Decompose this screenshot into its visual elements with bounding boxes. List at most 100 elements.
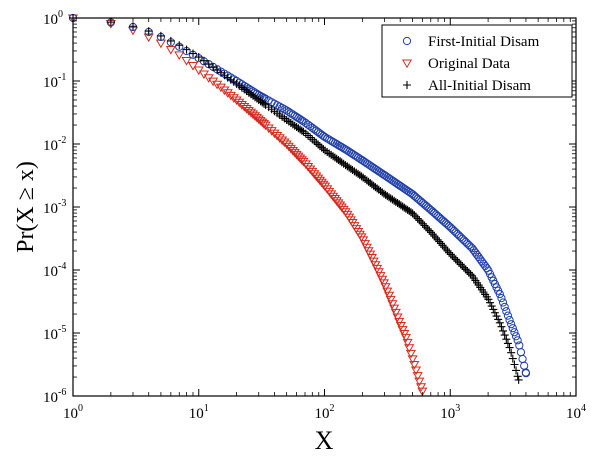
point-first-initial-disam — [284, 107, 293, 117]
point-all-initial-disam — [489, 305, 498, 314]
point-all-initial-disam — [194, 53, 203, 62]
legend: First-Initial Disam Original Data All-Init… — [381, 24, 573, 98]
point-original-data — [389, 304, 400, 314]
data-marks-layer — [67, 13, 531, 397]
point-original-data — [390, 308, 401, 318]
point-first-initial-disam — [513, 336, 522, 345]
point-all-initial-disam — [443, 246, 452, 255]
point-all-initial-disam — [513, 372, 522, 381]
point-all-initial-disam — [512, 366, 521, 375]
point-all-initial-disam — [312, 138, 321, 147]
point-original-data — [417, 387, 428, 397]
point-original-data — [302, 163, 314, 172]
point-all-initial-disam — [175, 41, 184, 50]
point-first-initial-disam — [518, 354, 527, 364]
point-original-data — [255, 117, 266, 126]
y-tick-label: 10-6 — [43, 387, 66, 406]
x-tick-label: 101 — [189, 403, 209, 422]
point-all-initial-disam — [308, 135, 317, 144]
point-all-initial-disam — [464, 268, 473, 277]
point-all-initial-disam — [430, 232, 439, 241]
x-tick-label: 100 — [63, 403, 83, 422]
y-tick-label: 10-3 — [43, 198, 66, 217]
point-first-initial-disam — [521, 369, 531, 378]
point-original-data — [412, 372, 423, 381]
point-all-initial-disam — [510, 360, 519, 369]
y-tick-label: 10-2 — [43, 135, 66, 154]
point-first-initial-disam — [502, 307, 511, 316]
point-original-data — [392, 313, 403, 323]
y-tick-label: 10-5 — [43, 324, 66, 343]
point-all-initial-disam — [188, 49, 197, 58]
point-all-initial-disam — [323, 148, 332, 156]
point-original-data — [260, 121, 271, 131]
point-first-initial-disam — [510, 328, 519, 337]
point-all-initial-disam — [411, 212, 420, 221]
tick-labels-layer: 100 101 102 103 104 10-6 10-5 10-4 10-3 10-2 10-1 1… — [43, 9, 586, 422]
x-tick-label: 102 — [315, 403, 335, 422]
point-original-data — [404, 344, 415, 353]
point-original-data — [400, 333, 411, 343]
series-all-initial-disam — [69, 14, 523, 384]
point-all-initial-disam — [451, 255, 460, 264]
legend-label-original-data: Original Data — [428, 56, 510, 72]
point-original-data — [395, 321, 406, 331]
legend-box — [381, 24, 573, 98]
point-first-initial-disam — [323, 134, 332, 143]
point-all-initial-disam — [497, 322, 506, 331]
point-original-data — [234, 98, 245, 108]
point-first-initial-disam — [515, 341, 524, 350]
point-all-initial-disam — [445, 248, 454, 257]
point-original-data — [409, 361, 420, 370]
point-first-initial-disam — [495, 289, 504, 299]
series-original-data — [67, 14, 428, 397]
point-all-initial-disam — [461, 265, 470, 274]
point-original-data — [405, 349, 417, 359]
point-all-initial-disam — [446, 250, 455, 259]
point-all-initial-disam — [420, 221, 429, 230]
point-all-initial-disam — [306, 133, 315, 142]
point-first-initial-disam — [280, 105, 289, 114]
point-original-data — [225, 91, 236, 101]
point-all-initial-disam — [492, 312, 501, 321]
point-first-initial-disam — [505, 315, 514, 325]
point-original-data — [181, 57, 192, 66]
point-original-data — [307, 167, 318, 177]
point-all-initial-disam — [428, 230, 437, 239]
legend-marker-first-initial-disam — [402, 36, 412, 46]
x-axis-label: X — [315, 426, 334, 455]
point-all-initial-disam — [441, 245, 450, 254]
point-original-data — [215, 83, 226, 93]
point-original-data — [296, 156, 307, 165]
point-all-initial-disam — [284, 117, 293, 126]
point-first-initial-disam — [500, 302, 509, 311]
point-original-data — [212, 80, 223, 90]
point-original-data — [283, 142, 294, 152]
legend-label-first-initial-disam: First-Initial Disam — [428, 34, 540, 50]
point-all-initial-disam — [453, 257, 462, 266]
point-all-initial-disam — [486, 298, 495, 307]
point-original-data — [385, 295, 396, 305]
point-first-initial-disam — [508, 324, 517, 333]
point-original-data — [410, 366, 422, 376]
point-first-initial-disam — [520, 361, 529, 370]
point-all-initial-disam — [490, 308, 499, 317]
point-all-initial-disam — [144, 27, 153, 36]
y-axis-label: Pr(X ≥ x) — [13, 161, 39, 253]
x-tick-label: 103 — [440, 403, 460, 422]
point-all-initial-disam — [495, 318, 504, 327]
point-original-data — [300, 160, 311, 170]
point-original-data — [228, 94, 239, 103]
point-all-initial-disam — [440, 243, 449, 252]
point-first-initial-disam — [497, 294, 506, 303]
point-all-initial-disam — [507, 348, 516, 357]
point-original-data — [394, 317, 405, 327]
axis-ticks-layer — [72, 17, 577, 397]
point-all-initial-disam — [204, 60, 213, 69]
point-original-data — [231, 96, 242, 106]
point-original-data — [222, 89, 233, 98]
point-all-initial-disam — [417, 218, 426, 227]
point-original-data — [266, 127, 277, 136]
point-original-data — [257, 118, 268, 128]
